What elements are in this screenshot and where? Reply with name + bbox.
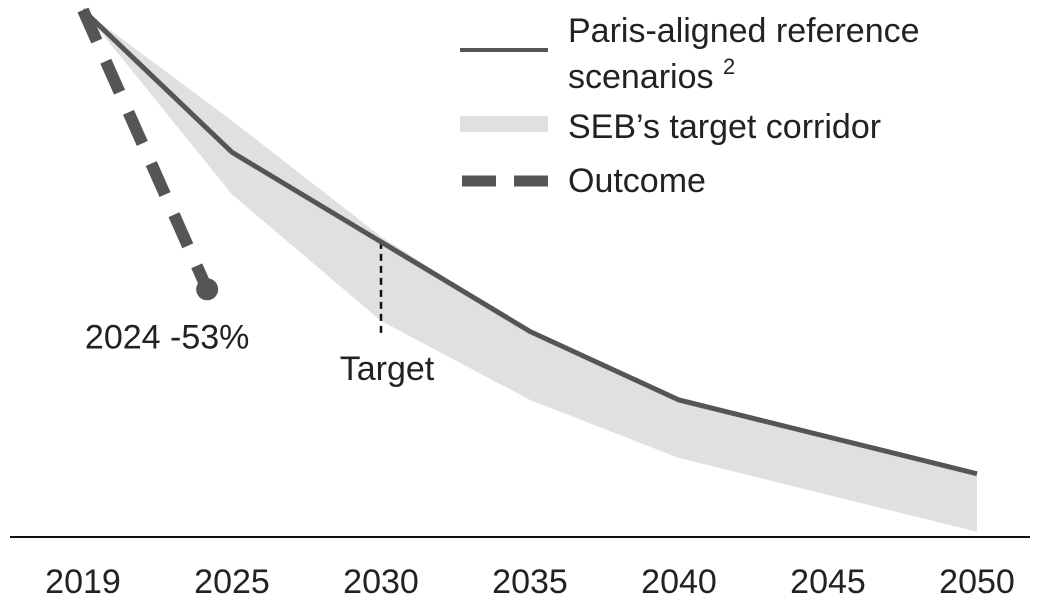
annotation: 2024 -53% <box>85 318 249 356</box>
legend-label: SEB’s target corridor <box>568 108 882 146</box>
outcome-line <box>77 7 213 292</box>
legend-key <box>460 116 548 132</box>
x-tick-label: 2030 <box>343 563 419 600</box>
x-tick-label: 2045 <box>790 563 866 600</box>
legend-entry: SEB’s target corridor <box>568 104 881 150</box>
reference-line <box>81 8 978 477</box>
x-tick-label: 2019 <box>45 563 121 600</box>
legend-footnote: 2 <box>722 54 736 79</box>
legend-entry: Paris-aligned reference scenarios 2 <box>568 8 988 100</box>
x-tick-label: 2035 <box>492 563 568 600</box>
legend-entry: Outcome <box>568 158 706 204</box>
outcome-point <box>196 278 219 301</box>
target-corridor <box>83 10 977 532</box>
legend-label: Paris-aligned reference scenarios <box>568 12 920 96</box>
legend-label: Outcome <box>568 162 706 200</box>
x-tick-label: 2050 <box>939 563 1015 600</box>
x-tick-label: 2025 <box>194 563 270 600</box>
annotation: Target <box>340 350 435 388</box>
x-tick-label: 2040 <box>641 563 717 600</box>
